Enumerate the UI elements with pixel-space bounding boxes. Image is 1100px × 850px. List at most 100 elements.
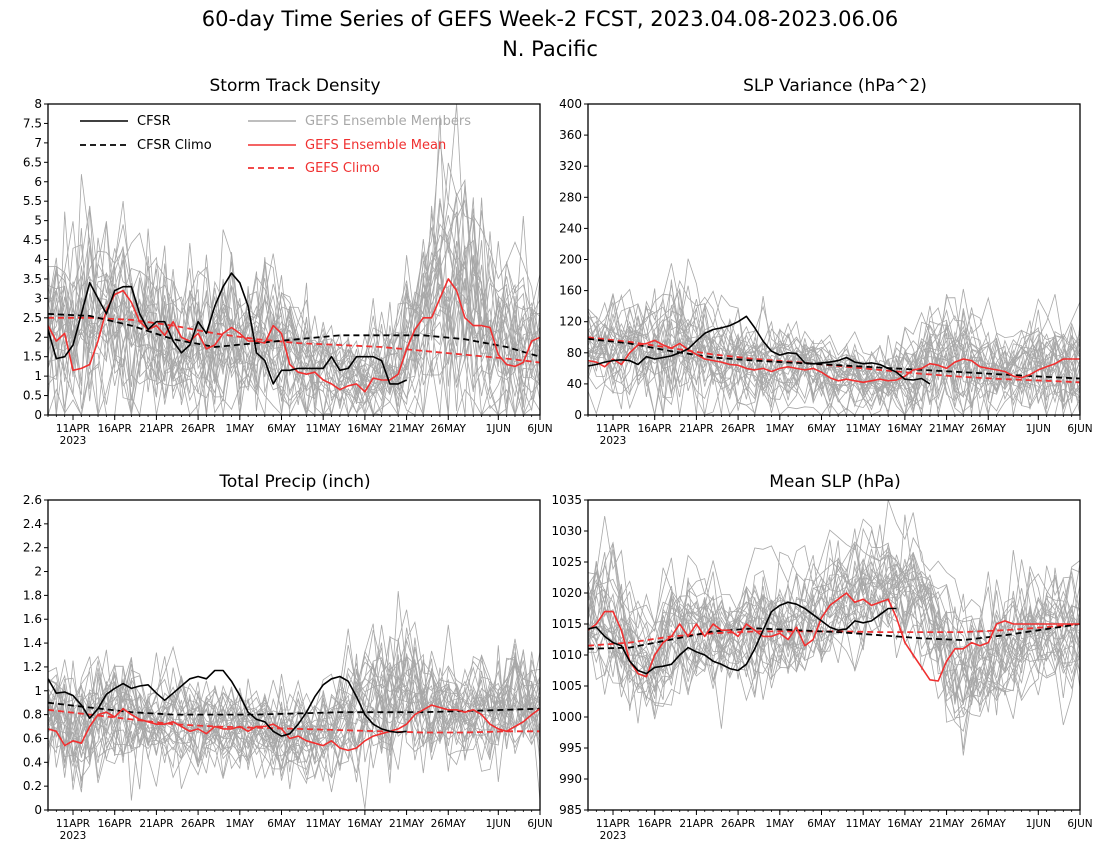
x-tick-label: 26APR bbox=[721, 818, 755, 830]
y-tick-label: 5 bbox=[34, 214, 42, 228]
ensemble-member-line bbox=[588, 307, 1080, 410]
y-tick-label: 7 bbox=[34, 136, 42, 150]
x-tick-label: 26MAY bbox=[431, 423, 467, 435]
x-tick-label: 6MAY bbox=[267, 423, 296, 435]
legend-cfsr-label: CFSR bbox=[137, 114, 171, 129]
y-tick-label: 0.6 bbox=[23, 731, 42, 745]
x-tick-label: 11MAY bbox=[306, 818, 342, 830]
x-tick-label: 11MAY bbox=[846, 423, 882, 435]
y-tick-label: 80 bbox=[567, 346, 582, 360]
y-tick-label: 3 bbox=[34, 291, 42, 305]
ensemble-member-line bbox=[48, 254, 540, 415]
ensemble-member-line bbox=[588, 589, 1080, 714]
x-tick-label: 11APR bbox=[596, 423, 630, 435]
ensemble-member-line bbox=[48, 240, 540, 415]
y-tick-label: 6 bbox=[34, 175, 42, 189]
ensemble-member-line bbox=[588, 543, 1080, 689]
cfsr-line bbox=[588, 315, 931, 385]
y-tick-label: 0.2 bbox=[23, 779, 42, 793]
figure-region: N. Pacific bbox=[502, 37, 598, 61]
y-tick-label: 1010 bbox=[551, 648, 582, 662]
x-tick-label: 6JUN bbox=[527, 423, 552, 435]
x-tick-label: 11APR bbox=[56, 818, 90, 830]
total-precip-panel: Total Precip (inch) 0 0.2 0.4 0.6 0.8 1 1.2 1.4… bbox=[23, 472, 553, 842]
ensemble-member-line bbox=[48, 624, 540, 790]
ensemble-member-line bbox=[48, 287, 540, 415]
x-tick-label: 1MAY bbox=[226, 818, 255, 830]
cfsr-line bbox=[588, 601, 897, 675]
y-tick-label: 3.5 bbox=[23, 272, 42, 286]
ensemble-member-line bbox=[588, 323, 1080, 415]
cfsr-line bbox=[48, 669, 407, 737]
ensemble-member-line bbox=[48, 674, 540, 785]
x-tick-label: 16APR bbox=[638, 818, 672, 830]
ensemble-member-line bbox=[588, 557, 1080, 716]
y-tick-label: 8 bbox=[34, 97, 42, 111]
y-tick-label: 1.6 bbox=[23, 612, 42, 626]
y-tick-label: 995 bbox=[559, 741, 582, 755]
y-tick-label: 1025 bbox=[551, 555, 582, 569]
x-tick-label: 21APR bbox=[139, 423, 173, 435]
y-tick-label: 120 bbox=[559, 315, 582, 329]
x-tick-label: 16MAY bbox=[887, 423, 923, 435]
panel-title: Mean SLP (hPa) bbox=[769, 472, 901, 492]
ensemble-member-line bbox=[48, 197, 540, 415]
ensemble-member-line bbox=[588, 315, 1080, 415]
y-tick-label: 160 bbox=[559, 284, 582, 298]
y-tick-label: 2.6 bbox=[23, 493, 42, 507]
y-tick-label: 2 bbox=[34, 330, 42, 344]
ensemble-member-line bbox=[588, 585, 1080, 720]
y-tick-label: 2.2 bbox=[23, 541, 42, 555]
ensemble-member-line bbox=[588, 287, 1080, 395]
storm-track-density-panel: Storm Track Density 0 0.5 1 1.5 2 2.5 3 3.5 4 4.5… bbox=[23, 76, 553, 447]
y-tick-label: 0 bbox=[34, 408, 42, 422]
x-tick-label: 6MAY bbox=[267, 818, 296, 830]
y-tick-label: 2.4 bbox=[23, 517, 42, 531]
x-tick-label: 26MAY bbox=[431, 818, 467, 830]
y-tick-label: 1020 bbox=[551, 586, 582, 600]
panel-title: SLP Variance (hPa^2) bbox=[743, 76, 927, 96]
ensemble-members bbox=[48, 104, 540, 415]
x-tick-label: 1JUN bbox=[486, 818, 511, 830]
ensemble-member-line bbox=[48, 196, 540, 415]
y-tick-label: 2 bbox=[34, 565, 42, 579]
y-tick-label: 1 bbox=[34, 369, 42, 383]
x-tick-label: 16MAY bbox=[887, 818, 923, 830]
gefs-climo-line bbox=[48, 316, 540, 364]
x-tick-label: 1MAY bbox=[766, 818, 795, 830]
ensemble-member-line bbox=[588, 349, 1080, 415]
x-tick-label: 6JUN bbox=[527, 818, 552, 830]
y-tick-label: 990 bbox=[559, 772, 582, 786]
x-tick-label: 6JUN bbox=[1067, 818, 1092, 830]
y-tick-label: 400 bbox=[559, 97, 582, 111]
ensemble-member-line bbox=[48, 653, 540, 790]
y-tick-label: 200 bbox=[559, 253, 582, 267]
ensemble-member-line bbox=[48, 665, 540, 793]
cfsr-line bbox=[48, 272, 407, 385]
y-tick-label: 0 bbox=[574, 408, 582, 422]
ensemble-member-line bbox=[588, 284, 1080, 406]
gefs-ensemble-mean-line bbox=[588, 339, 1080, 384]
x-tick-label: 6MAY bbox=[807, 818, 836, 830]
x-tick-label: 26MAY bbox=[971, 423, 1007, 435]
y-tick-label: 0.5 bbox=[23, 389, 42, 403]
y-tick-label: 5.5 bbox=[23, 194, 42, 208]
ensemble-member-line bbox=[48, 162, 540, 375]
x-tick-label: 16APR bbox=[98, 818, 132, 830]
ensemble-members bbox=[588, 500, 1080, 756]
y-tick-label: 1 bbox=[34, 684, 42, 698]
panel-title: Storm Track Density bbox=[209, 76, 380, 96]
x-tick-label: 1JUN bbox=[486, 423, 511, 435]
x-tick-label: 26MAY bbox=[971, 818, 1007, 830]
cfsr-climo-line bbox=[48, 313, 540, 358]
ensemble-member-line bbox=[588, 589, 1080, 729]
x-tick-label: 1MAY bbox=[226, 423, 255, 435]
ensemble-member-line bbox=[48, 642, 540, 757]
ensemble-member-line bbox=[48, 213, 540, 415]
legend-gefs-climo-label: GEFS Climo bbox=[305, 161, 380, 176]
mean-slp-panel: Mean SLP (hPa) 985 990 995 1000 1005 1010 1015… bbox=[551, 472, 1092, 842]
slp-variance-panel: SLP Variance (hPa^2) 0 40 80 120 160 200 240 28… bbox=[559, 76, 1093, 447]
ensemble-member-line bbox=[588, 337, 1080, 415]
ensemble-member-line bbox=[48, 182, 540, 385]
